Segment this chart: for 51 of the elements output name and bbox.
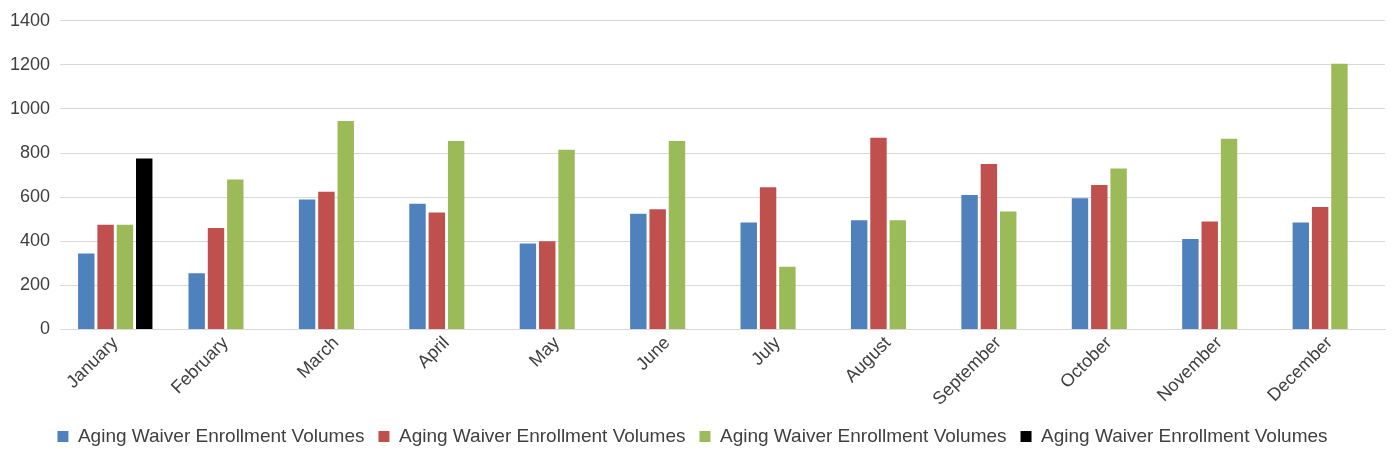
bar xyxy=(207,228,225,329)
bar xyxy=(1071,198,1089,329)
bar xyxy=(889,220,907,329)
bar xyxy=(136,158,153,329)
legend-label: Aging Waiver Enrollment Volumes xyxy=(1041,424,1328,446)
bar xyxy=(980,164,998,329)
bar xyxy=(1331,63,1348,329)
bar xyxy=(1091,185,1108,329)
bar xyxy=(97,224,114,329)
bar xyxy=(1201,221,1218,329)
y-tick-label: 1000 xyxy=(10,97,51,118)
bar xyxy=(1292,222,1310,329)
y-tick-label: 200 xyxy=(20,274,51,295)
bar xyxy=(116,224,134,329)
x-tick-label: May xyxy=(525,332,564,371)
bar xyxy=(668,140,686,329)
bar xyxy=(1000,211,1017,329)
legend-label: Aging Waiver Enrollment Volumes xyxy=(77,424,365,446)
bar xyxy=(337,121,354,329)
bar xyxy=(298,199,316,329)
bar xyxy=(649,209,666,329)
bar xyxy=(1110,168,1127,329)
bar xyxy=(1311,207,1329,329)
x-tick-label: July xyxy=(747,332,785,370)
bar xyxy=(409,203,426,329)
bar xyxy=(558,149,575,329)
bar xyxy=(428,212,446,329)
bar xyxy=(961,194,978,329)
y-tick-label: 1400 xyxy=(10,9,51,30)
bar xyxy=(188,273,205,329)
bar xyxy=(740,222,757,329)
bar xyxy=(870,137,887,329)
legend-label: Aging Waiver Enrollment Volumes xyxy=(720,424,1007,446)
y-tick-label: 600 xyxy=(20,186,51,207)
bar xyxy=(78,253,95,329)
bar xyxy=(779,266,796,329)
legend-label: Aging Waiver Enrollment Volumes xyxy=(398,424,686,446)
bar xyxy=(759,187,777,329)
bar xyxy=(318,191,335,329)
y-tick-label: 1200 xyxy=(10,53,51,74)
bar xyxy=(850,220,868,329)
bar xyxy=(519,243,537,329)
bar xyxy=(539,241,556,329)
bar xyxy=(227,179,244,329)
bar xyxy=(1182,239,1199,329)
y-tick-label: 0 xyxy=(40,318,51,339)
y-tick-label: 400 xyxy=(20,230,51,251)
bar xyxy=(630,213,647,329)
y-tick-label: 800 xyxy=(20,142,51,163)
bar xyxy=(447,140,465,329)
bar xyxy=(1220,138,1238,329)
